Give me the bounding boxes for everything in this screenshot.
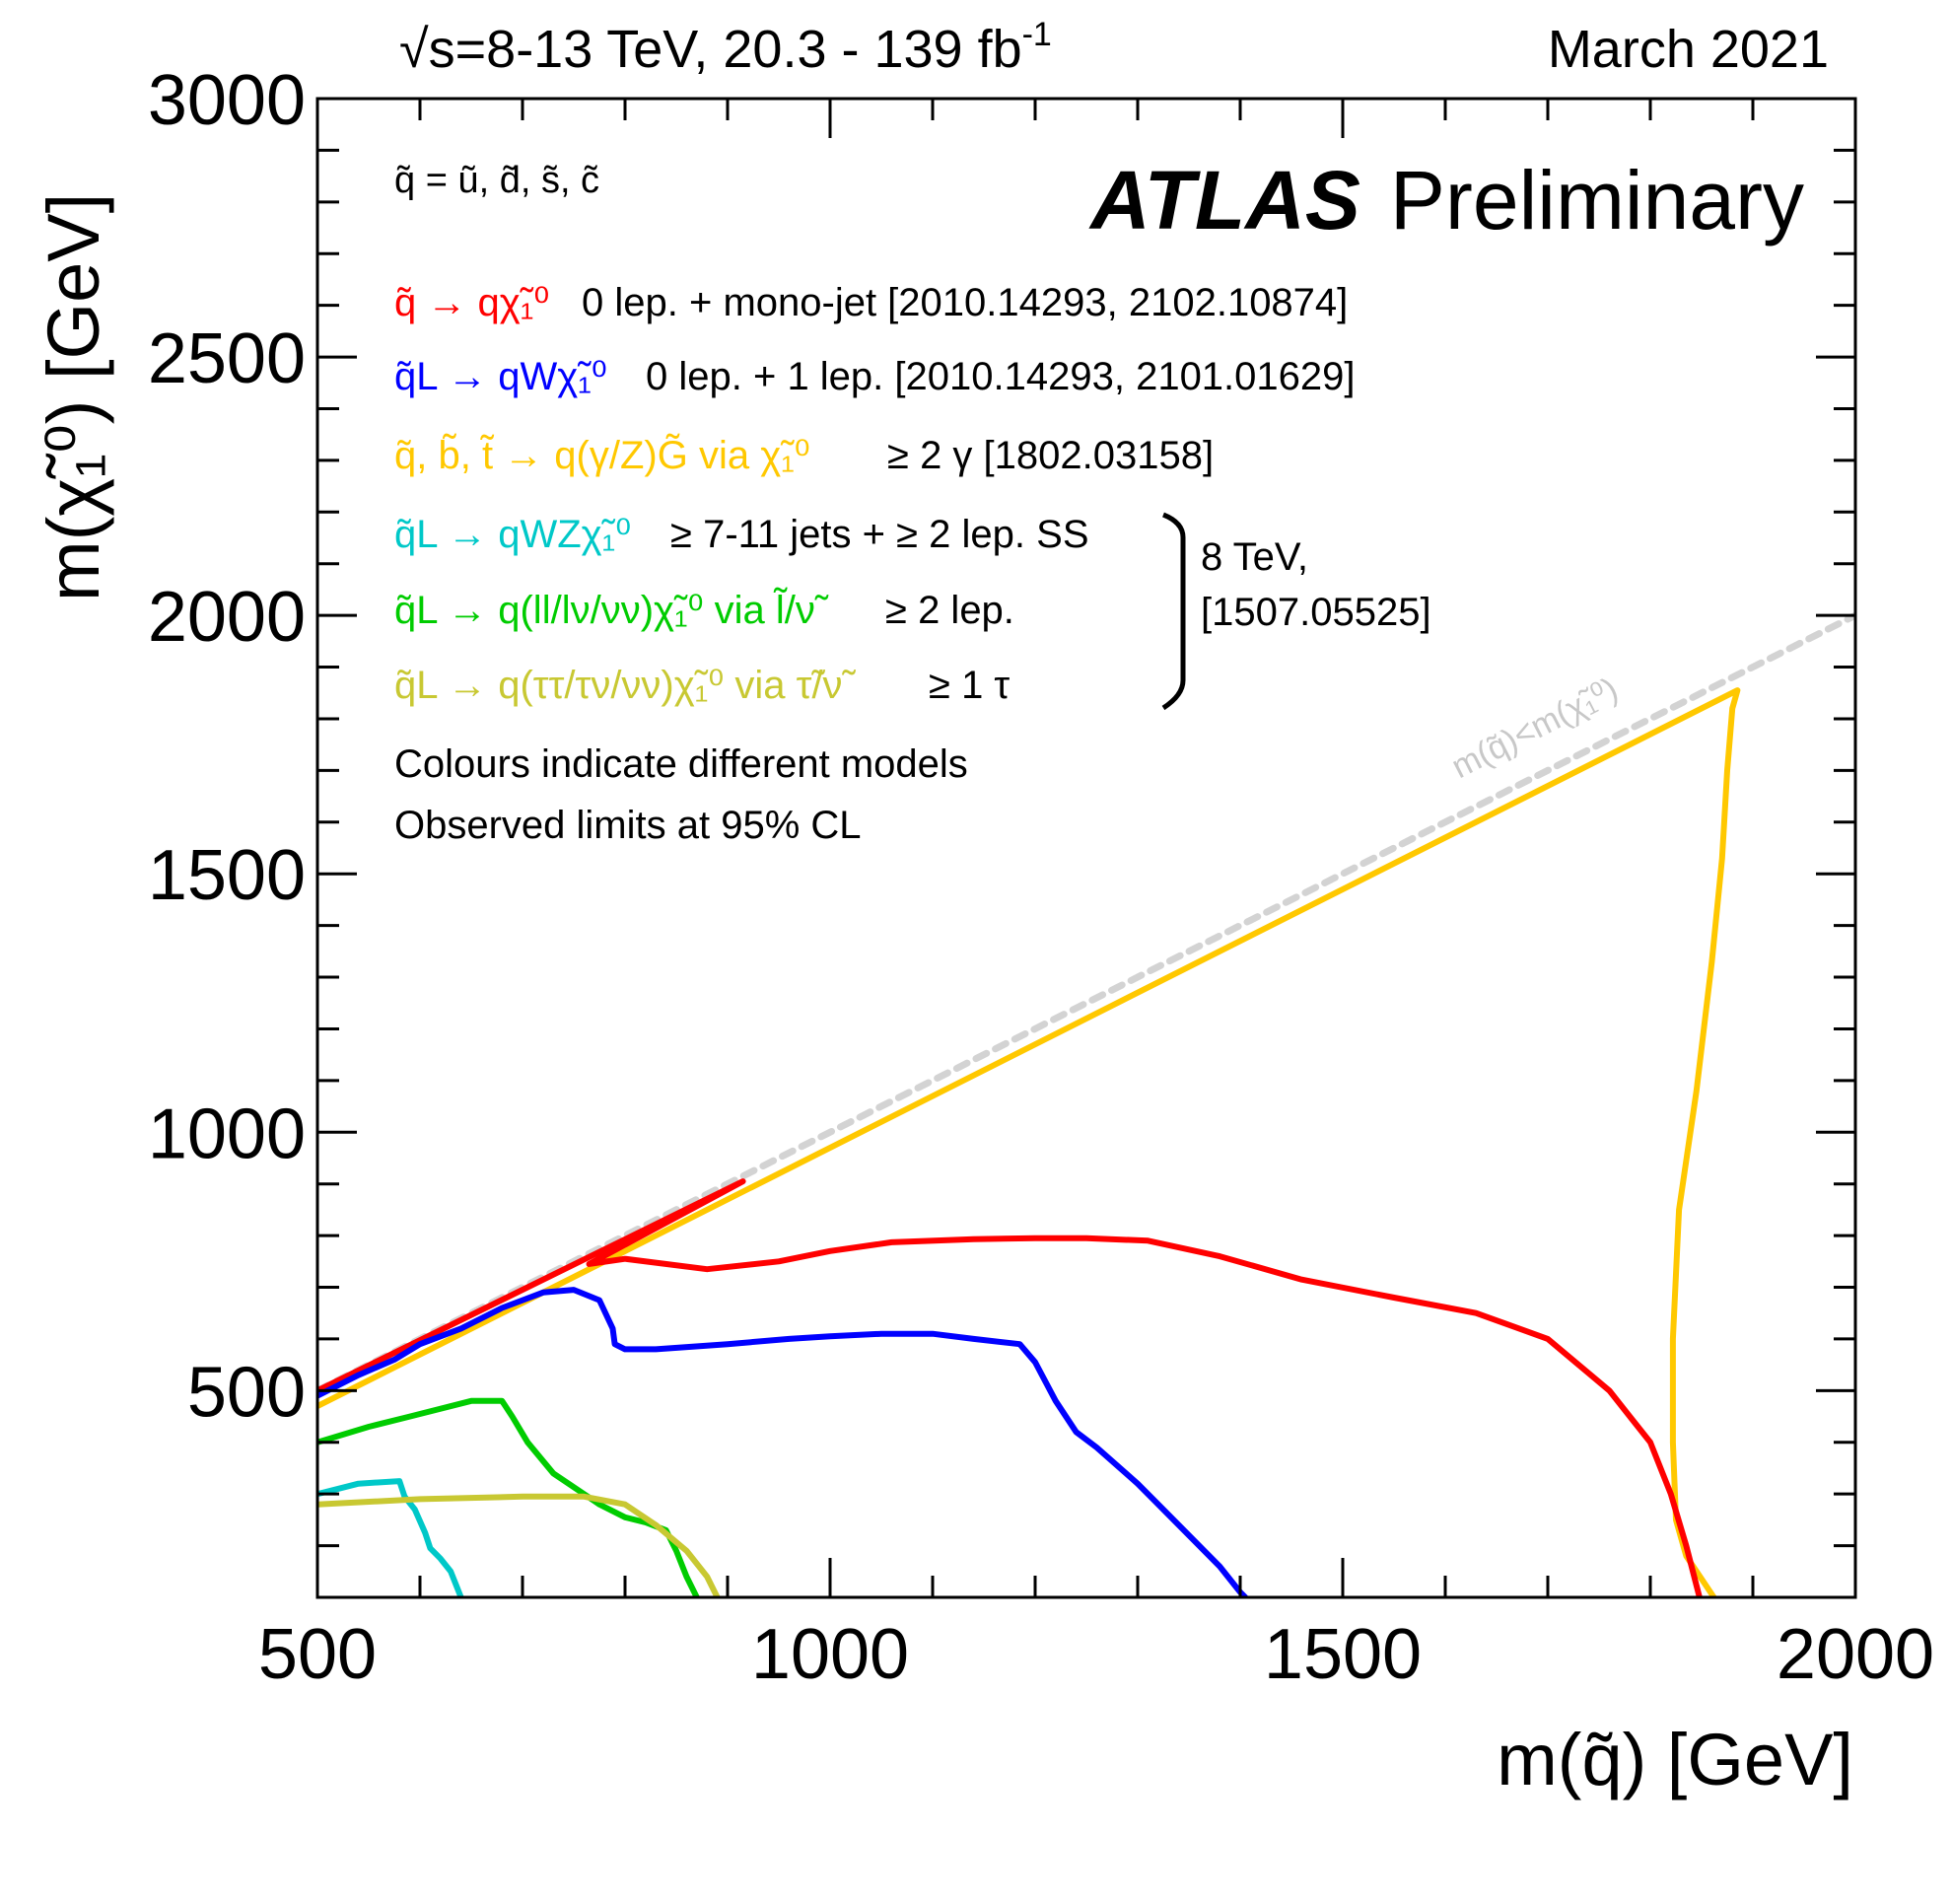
y-tick-label: 2000 [148,578,306,657]
limit-curve-6 [317,1493,721,1597]
limit-curve-2 [317,1178,1703,1597]
limit-curve-3 [317,1287,1249,1597]
squark-definition: q̃ = ũ, d̃, s̃, c̃ [394,160,599,201]
legend: q̃ → qχ̃₁⁰ 0 lep. + mono-jet [2010.14293,… [394,281,1356,707]
limit-curves [317,611,1855,1597]
y-axis-title: m(χ̃₁⁰) [GeV] [33,193,114,601]
legend-process-2: q̃, b̃, t̃ → q(γ/Z)G̃ via χ̃₁⁰ [394,433,810,477]
legend-analysis-2: ≥ 2 γ [1802.03158] [887,434,1214,477]
legend-analysis-3: ≥ 7-11 jets + ≥ 2 lep. SS [670,513,1089,556]
note-colours: Colours indicate different models [394,742,968,786]
y-tick-label: 2500 [148,319,306,398]
legend-analysis-5: ≥ 1 τ [929,664,1010,707]
x-tick-label: 500 [258,1615,377,1694]
y-tick-label: 1000 [148,1094,306,1173]
axis-tick-labels: 500 1000 1500 2000 500 1000 1500 2000 2500 3000 [148,61,1934,1694]
x-tick-label: 2000 [1777,1615,1934,1694]
atlas-label-status: Preliminary [1390,154,1804,247]
diagonal-label: m(q̃)<m(χ̃₁⁰) [1445,670,1624,786]
y-tick-label: 3000 [148,61,306,140]
legend-process-5: q̃L → q(ττ/τν/νν)χ̃₁⁰ via τ̃/ν̃ [394,664,857,707]
legend-process-1: q̃L → qWχ̃₁⁰ [394,355,607,398]
legend-bracket [1161,512,1186,711]
legend-analysis-1: 0 lep. + 1 lep. [2010.14293, 2101.01629] [646,355,1356,398]
date-label: March 2021 [1548,20,1829,79]
legend-process-3: q̃L → qWZχ̃₁⁰ [394,513,631,556]
limit-curve-4 [317,1397,700,1597]
note-cl: Observed limits at 95% CL [394,804,862,847]
x-tick-label: 1500 [1264,1615,1422,1694]
x-tick-label: 1000 [751,1615,909,1694]
energy-label: √s=8-13 TeV, 20.3 - 139 fb-1 [399,16,1052,79]
y-tick-label: 1500 [148,836,306,915]
bracket-label-line2: [1507.05525] [1201,591,1431,634]
limit-curve-5 [317,1478,464,1597]
legend-analysis-4: ≥ 2 lep. [885,589,1014,632]
legend-process-4: q̃L → q(ll/lν/νν)χ̃₁⁰ via l̃/ν̃ [394,588,829,632]
legend-process-0: q̃ → qχ̃₁⁰ [394,281,549,324]
atlas-label-bold: ATLAS [1088,154,1360,247]
x-axis-title: m(q̃) [GeV] [1497,1719,1853,1800]
atlas-label: ATLAS Preliminary [1088,154,1804,247]
plot-frame [315,97,1857,1599]
y-tick-label: 500 [187,1353,306,1432]
axis-ticks [315,97,1857,1599]
bracket-label-line1: 8 TeV, [1201,535,1308,579]
legend-analysis-0: 0 lep. + mono-jet [2010.14293, 2102.1087… [582,281,1348,324]
